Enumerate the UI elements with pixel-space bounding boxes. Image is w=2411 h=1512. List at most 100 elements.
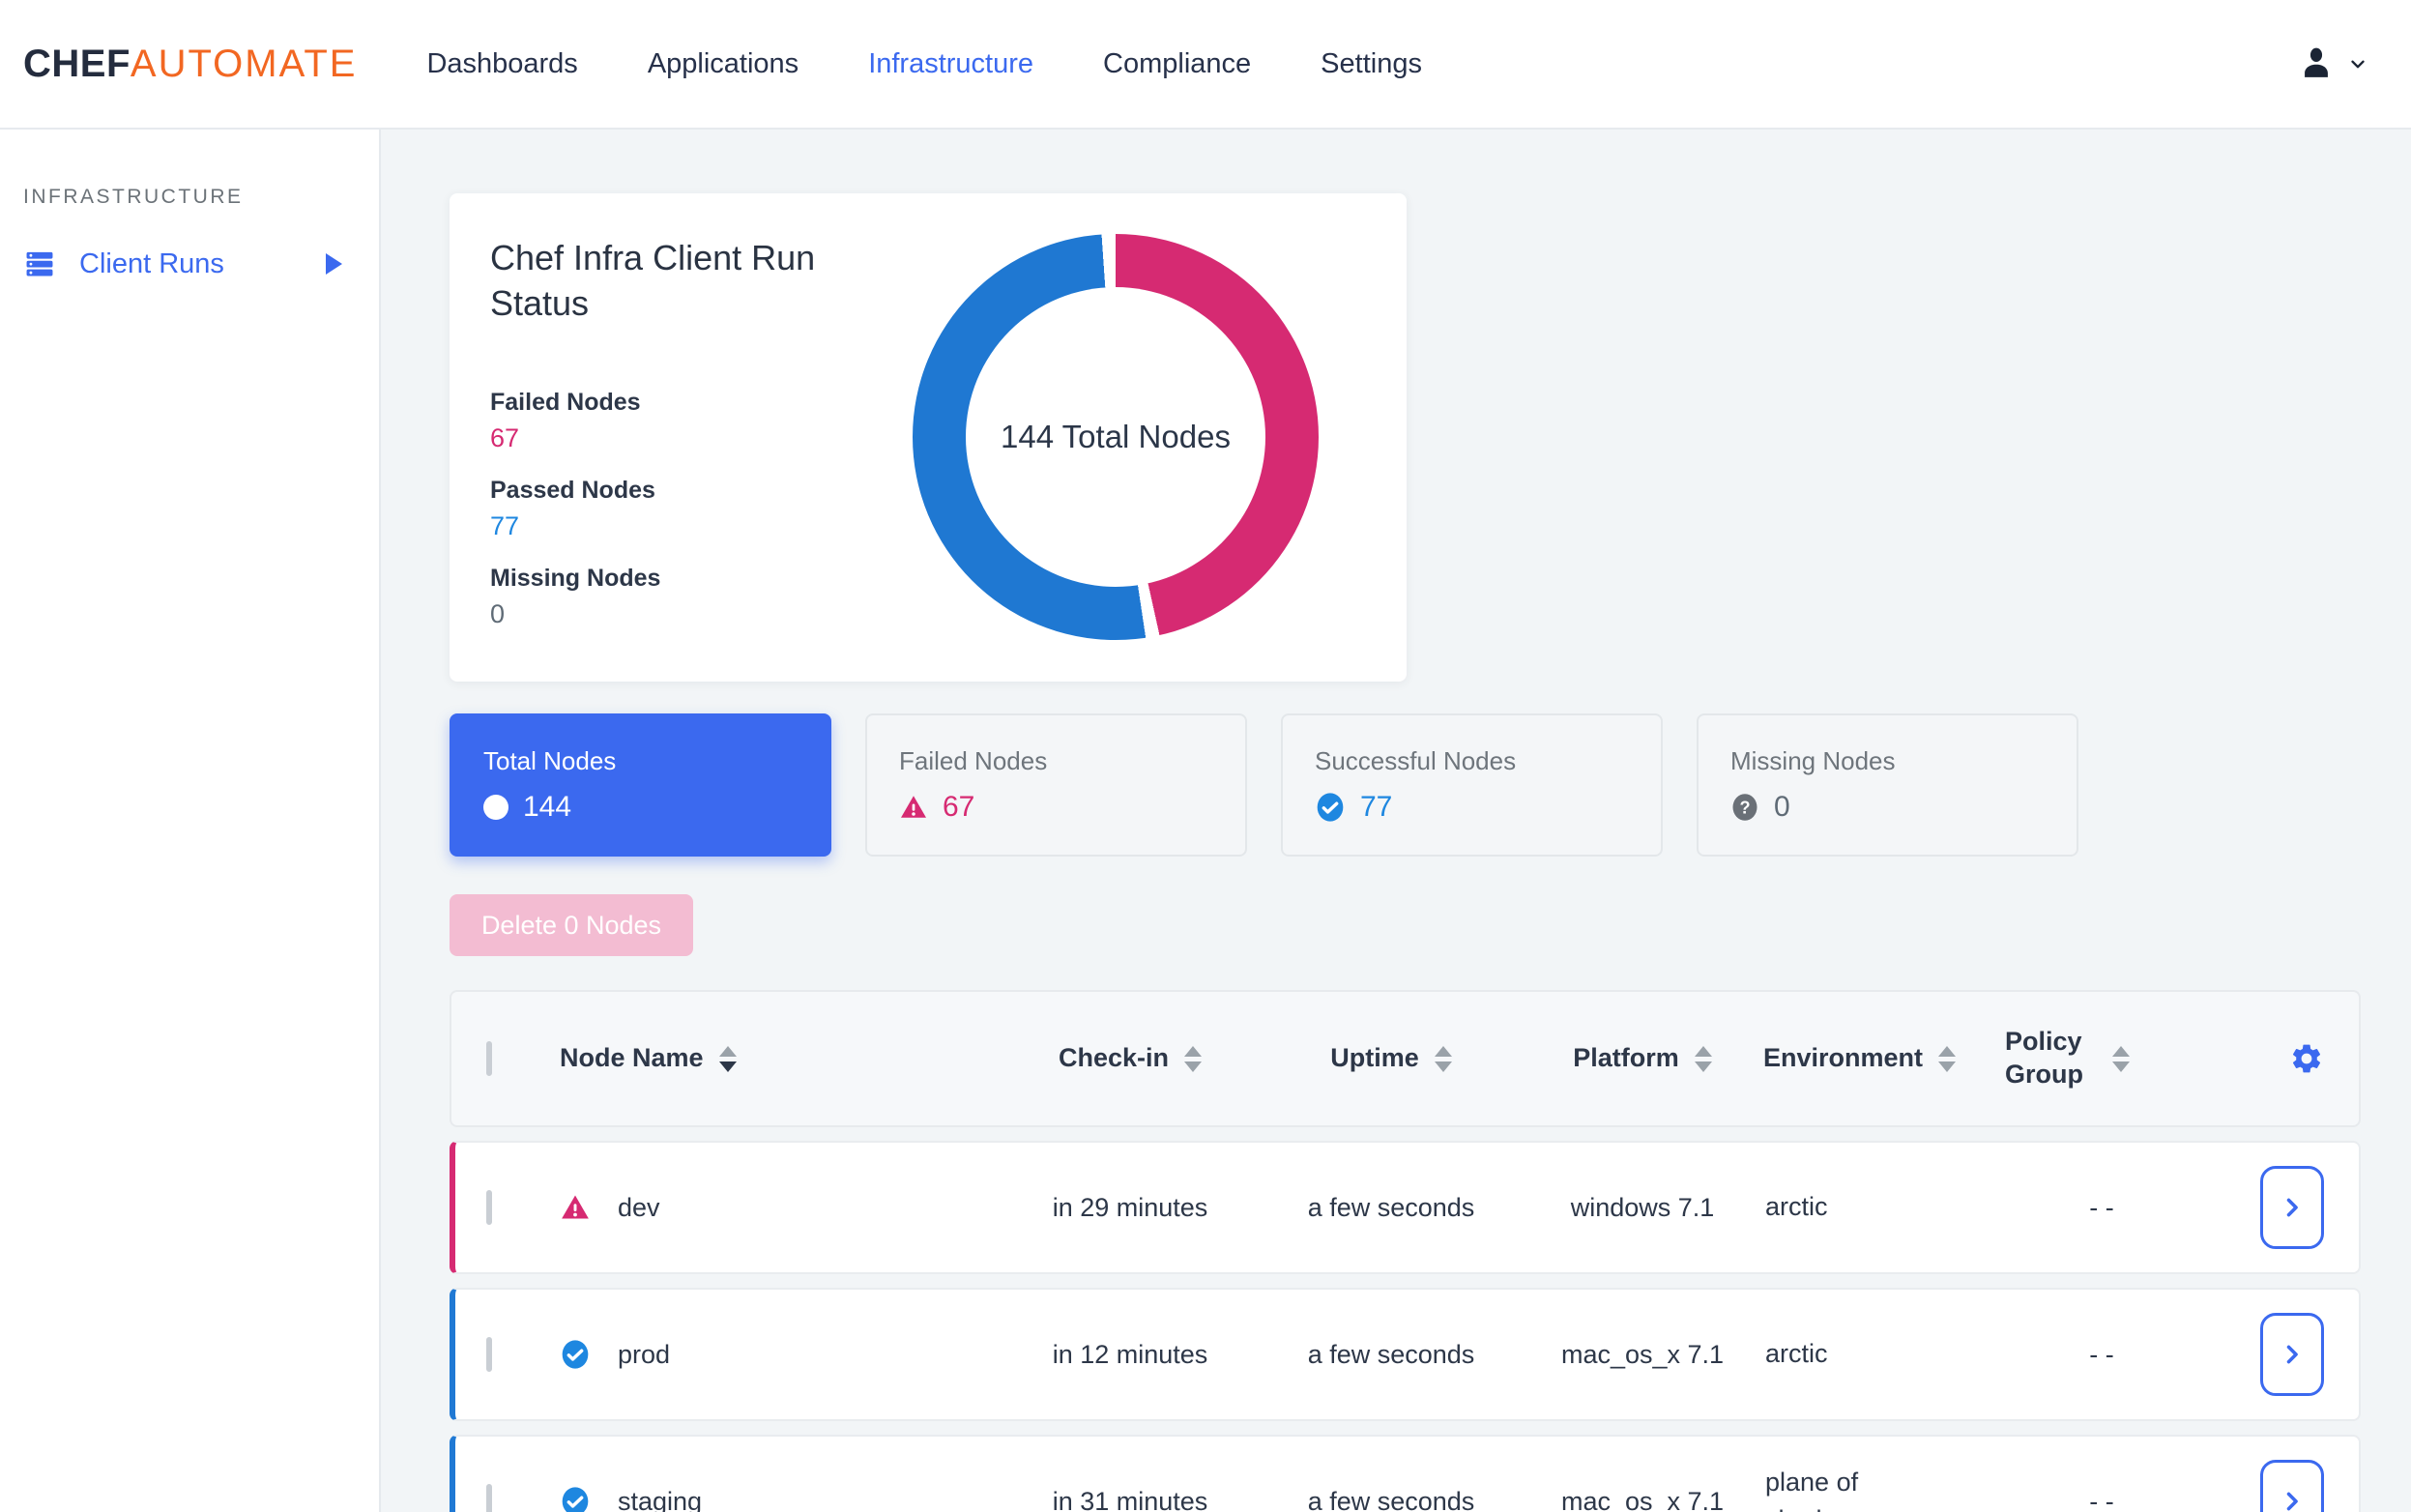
- stat-failed-nodes: Failed Nodes 67: [490, 389, 886, 453]
- card-missing-nodes[interactable]: Missing Nodes ? 0: [1697, 713, 2078, 857]
- nav-dashboards[interactable]: Dashboards: [426, 47, 578, 79]
- card-value: 77: [1360, 791, 1393, 823]
- person-icon: [2305, 47, 2328, 77]
- sort-arrows-icon[interactable]: [1434, 1045, 1452, 1072]
- card-label: Successful Nodes: [1315, 746, 1517, 775]
- card-value: 144: [523, 791, 572, 823]
- failed-status-icon: [562, 1195, 589, 1219]
- node-environment: arctic: [1765, 1192, 1828, 1222]
- chef-automate-logo[interactable]: CHEFAUTOMATE: [23, 43, 357, 86]
- stat-label: Missing Nodes: [490, 564, 661, 592]
- select-all-checkbox[interactable]: [486, 1040, 492, 1076]
- main-content: Chef Infra Client Run Status Failed Node…: [381, 130, 2411, 1512]
- node-platform: mac_os_x 7.1: [1560, 1486, 1725, 1512]
- table-row-dev: dev in 29 minutes a few seconds windows …: [450, 1141, 2361, 1274]
- open-node-button[interactable]: [2260, 1313, 2324, 1396]
- nav-compliance[interactable]: Compliance: [1103, 47, 1252, 79]
- top-nav: CHEFAUTOMATE Dashboards Applications Inf…: [0, 0, 2411, 130]
- stat-value: 67: [490, 422, 520, 452]
- chevron-down-icon: [2351, 60, 2365, 69]
- node-checkin: in 12 minutes: [1052, 1339, 1208, 1369]
- stat-value: 77: [490, 510, 520, 540]
- donut-center-label: 144 Total Nodes: [1001, 419, 1231, 454]
- warning-triangle-icon: [901, 796, 926, 818]
- sort-arrows-icon[interactable]: [2112, 1045, 2130, 1072]
- client-run-status-card: Chef Infra Client Run Status Failed Node…: [450, 193, 1407, 682]
- card-total-nodes[interactable]: Total Nodes 144: [450, 713, 831, 857]
- passed-status-icon: [562, 1487, 589, 1512]
- card-label: Missing Nodes: [1730, 746, 1896, 775]
- stat-label: Failed Nodes: [490, 388, 641, 416]
- node-platform: mac_os_x 7.1: [1560, 1339, 1725, 1369]
- sidebar-item-client-runs[interactable]: Client Runs: [0, 242, 379, 286]
- node-uptime: a few seconds: [1307, 1339, 1475, 1369]
- triangle-right-icon[interactable]: [326, 253, 342, 275]
- nav-infrastructure[interactable]: Infrastructure: [868, 47, 1034, 79]
- user-menu[interactable]: [2295, 43, 2368, 85]
- stat-value: 0: [490, 598, 506, 628]
- card-value: 67: [943, 791, 975, 823]
- node-policy-group: - -: [2089, 1339, 2114, 1369]
- table-row-staging: staging in 31 minutes a few seconds mac_…: [450, 1435, 2361, 1512]
- sort-arrows-icon[interactable]: [1184, 1045, 1203, 1072]
- nodes-table-header: Node Name Check-in Uptime Platform Envir…: [450, 990, 2361, 1127]
- sort-arrows-icon[interactable]: [1938, 1045, 1957, 1072]
- logo-chef: CHEF: [23, 42, 131, 85]
- open-node-button[interactable]: [2260, 1166, 2324, 1249]
- column-header-platform[interactable]: Platform: [1522, 1042, 1763, 1075]
- sort-arrows-icon[interactable]: [718, 1045, 737, 1072]
- chevron-right-icon: [2286, 1492, 2298, 1511]
- row-checkbox[interactable]: [486, 1189, 492, 1225]
- logo-automate: AUTOMATE: [130, 42, 358, 85]
- svg-text:?: ?: [1739, 798, 1750, 817]
- delete-nodes-button[interactable]: Delete 0 Nodes: [450, 894, 693, 956]
- node-uptime: a few seconds: [1307, 1192, 1475, 1222]
- stat-label: Passed Nodes: [490, 476, 655, 504]
- node-name[interactable]: prod: [618, 1339, 671, 1369]
- column-header-uptime[interactable]: Uptime: [1261, 1042, 1522, 1075]
- stat-missing-nodes: Missing Nodes 0: [490, 565, 886, 629]
- node-name[interactable]: dev: [618, 1192, 660, 1222]
- chevron-right-icon: [2286, 1198, 2298, 1217]
- card-failed-nodes[interactable]: Failed Nodes 67: [865, 713, 1247, 857]
- card-label: Failed Nodes: [899, 746, 1048, 775]
- node-environment: arctic: [1765, 1339, 1828, 1369]
- column-header-policy-group[interactable]: Policy Group: [2005, 1026, 2198, 1091]
- node-platform: windows 7.1: [1570, 1192, 1715, 1222]
- chevron-right-icon: [2286, 1345, 2298, 1364]
- filled-circle-icon: [483, 795, 508, 820]
- node-environment: plane of shadow: [1765, 1467, 1859, 1512]
- sidebar-item-label: Client Runs: [79, 247, 224, 279]
- nav-applications[interactable]: Applications: [647, 47, 799, 79]
- table-row-prod: prod in 12 minutes a few seconds mac_os_…: [450, 1288, 2361, 1421]
- gear-icon[interactable]: [2289, 1041, 2324, 1076]
- column-header-check-in[interactable]: Check-in: [1000, 1042, 1261, 1075]
- node-checkin: in 29 minutes: [1052, 1192, 1208, 1222]
- open-node-button[interactable]: [2260, 1460, 2324, 1512]
- sidebar-section-label: INFRASTRUCTURE: [23, 186, 244, 208]
- passed-status-icon: [562, 1340, 589, 1369]
- card-value: 0: [1774, 791, 1790, 823]
- main-nav: Dashboards Applications Infrastructure C…: [426, 48, 1422, 80]
- summary-cards-row: Total Nodes 144 Failed Nodes 67: [450, 713, 2361, 857]
- node-name[interactable]: staging: [618, 1486, 703, 1512]
- status-card-title: Chef Infra Client Run Status: [490, 238, 816, 323]
- node-policy-group: - -: [2089, 1486, 2114, 1512]
- stat-passed-nodes: Passed Nodes 77: [490, 477, 886, 541]
- node-uptime: a few seconds: [1307, 1486, 1475, 1512]
- sort-arrows-icon[interactable]: [1694, 1045, 1712, 1072]
- row-checkbox[interactable]: [486, 1336, 492, 1372]
- card-successful-nodes[interactable]: Successful Nodes 77: [1281, 713, 1663, 857]
- question-circle-icon: ?: [1732, 794, 1757, 821]
- card-label: Total Nodes: [483, 746, 617, 775]
- sidebar: INFRASTRUCTURE Client Runs: [0, 130, 381, 1512]
- nav-settings[interactable]: Settings: [1321, 47, 1422, 79]
- row-checkbox[interactable]: [486, 1483, 492, 1512]
- node-status-donut-chart: 144 Total Nodes: [913, 234, 1319, 640]
- node-checkin: in 31 minutes: [1052, 1486, 1208, 1512]
- column-header-environment[interactable]: Environment: [1763, 1042, 2005, 1075]
- status-stats: Failed Nodes 67 Passed Nodes 77 Missing …: [490, 389, 886, 629]
- node-policy-group: - -: [2089, 1192, 2114, 1222]
- server-list-icon: [26, 251, 53, 276]
- column-header-node-name[interactable]: Node Name: [560, 1042, 1000, 1075]
